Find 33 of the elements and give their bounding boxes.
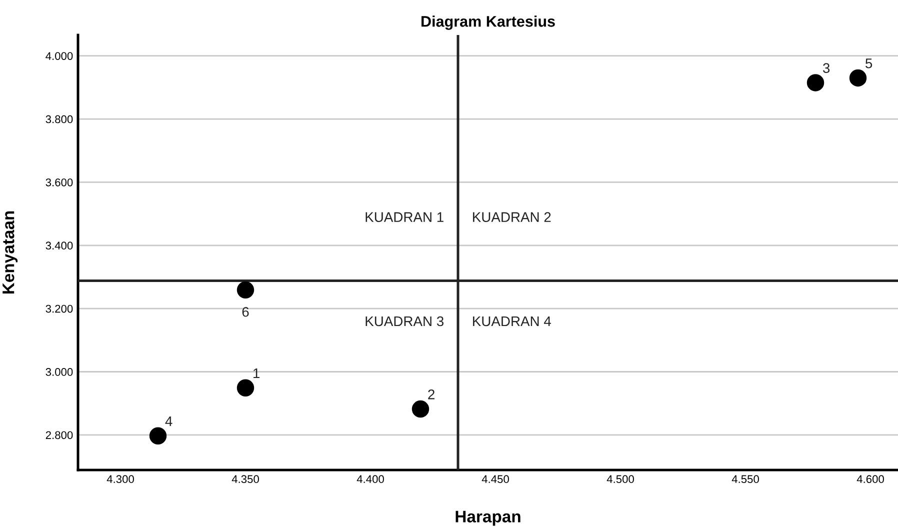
point (412, 400, 430, 418)
x-tick-label: 4.500 (606, 475, 634, 484)
annotation: KUADRAN 1 (366, 212, 444, 222)
annotation: 4 (165, 416, 172, 426)
annotation: 6 (242, 306, 249, 317)
point (236, 281, 254, 299)
y-tick-label: 3.000 (46, 368, 73, 376)
x-tick-label: 4.350 (232, 475, 259, 484)
x-axis-title: Harapan (456, 510, 520, 526)
x-tick-label: 4.550 (732, 475, 759, 484)
y-tick-label: 3.200 (46, 304, 73, 313)
annotation: KUADRAN 3 (366, 316, 444, 326)
y-tick-label: 3.800 (46, 115, 73, 124)
y-tick-label: 3.400 (46, 242, 73, 250)
annotation: KUADRAN 4 (473, 316, 551, 326)
y-axis-title: Kenyataan (2, 211, 18, 294)
y-tick-label: 4.000 (46, 52, 73, 60)
point (149, 427, 167, 444)
point (236, 379, 254, 396)
x-tick-label: 4.450 (482, 475, 509, 484)
annotation: 2 (428, 390, 434, 400)
x-tick-label: 4.600 (856, 475, 884, 484)
x-tick-label: 4.300 (106, 475, 134, 484)
annotation: 1 (254, 368, 260, 378)
y-tick-label: 3.600 (46, 178, 73, 186)
point (849, 69, 867, 87)
x-tick-label: 4.400 (356, 475, 384, 484)
annotation: KUADRAN 2 (473, 212, 551, 222)
point (806, 74, 824, 92)
y-tick-label: 2.800 (46, 431, 73, 440)
chart-title: Diagram Kartesius (422, 16, 555, 30)
annotation: 3 (822, 63, 830, 74)
annotation: 5 (866, 58, 872, 68)
